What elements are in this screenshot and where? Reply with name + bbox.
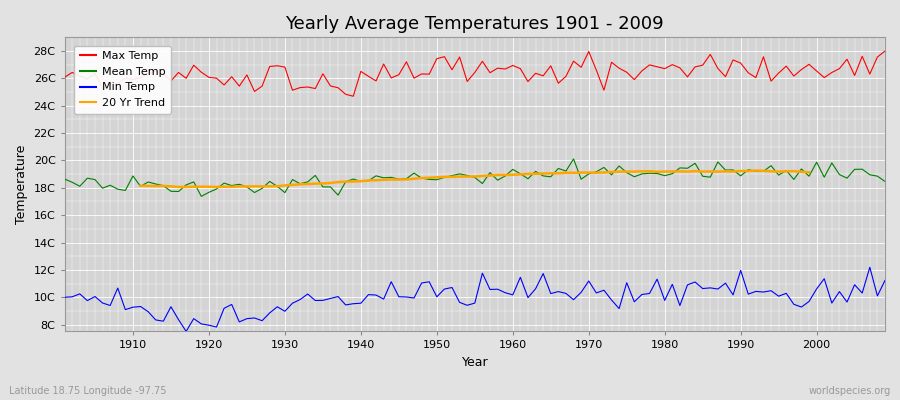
X-axis label: Year: Year	[462, 356, 488, 369]
Text: worldspecies.org: worldspecies.org	[809, 386, 891, 396]
Title: Yearly Average Temperatures 1901 - 2009: Yearly Average Temperatures 1901 - 2009	[285, 15, 664, 33]
Y-axis label: Temperature: Temperature	[15, 145, 28, 224]
Legend: Max Temp, Mean Temp, Min Temp, 20 Yr Trend: Max Temp, Mean Temp, Min Temp, 20 Yr Tre…	[74, 46, 171, 114]
Text: Latitude 18.75 Longitude -97.75: Latitude 18.75 Longitude -97.75	[9, 386, 166, 396]
